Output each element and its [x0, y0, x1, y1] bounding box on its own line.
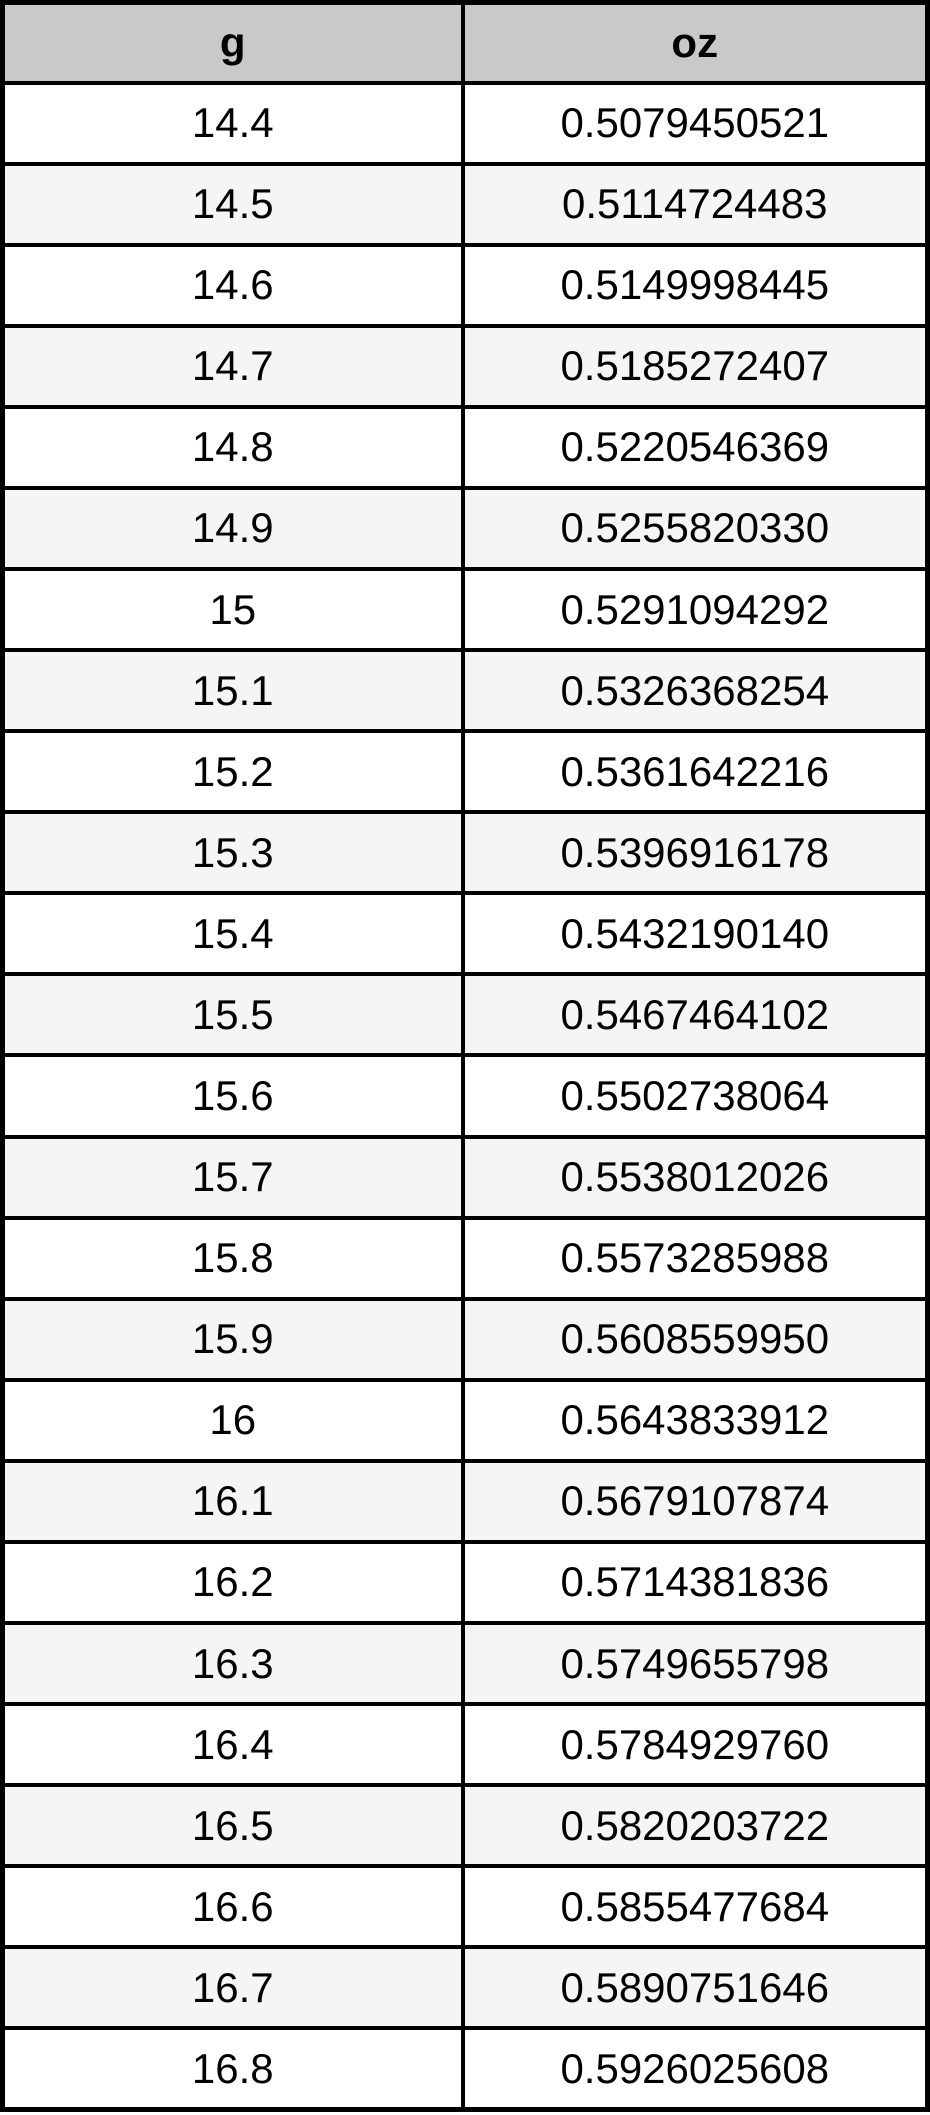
g-value-cell: 15.7: [0, 1134, 465, 1220]
column-header-g: g: [0, 0, 465, 85]
table-row: 14.7 0.5185272407: [0, 323, 930, 409]
g-value-cell: 14.4: [0, 80, 465, 166]
table-row: 15.9 0.5608559950: [0, 1296, 930, 1382]
table-row: 16.1 0.5679107874: [0, 1458, 930, 1544]
table-row: 16.5 0.5820203722: [0, 1783, 930, 1869]
oz-value-cell: 0.5396916178: [460, 810, 930, 896]
table-row: 16.6 0.5855477684: [0, 1864, 930, 1950]
g-value-cell: 16.3: [0, 1620, 465, 1707]
g-value-cell: 16.7: [0, 1945, 465, 2031]
oz-value-cell: 0.5820203722: [460, 1783, 930, 1869]
oz-value-cell: 0.5538012026: [460, 1134, 930, 1220]
g-value-cell: 15: [0, 566, 465, 653]
oz-value-cell: 0.5361642216: [460, 729, 930, 815]
table-row: 15.7 0.5538012026: [0, 1134, 930, 1220]
oz-value-cell: 0.5926025608: [460, 2026, 930, 2112]
oz-value-cell: 0.5502738064: [460, 1053, 930, 1139]
g-value-cell: 16.4: [0, 1702, 465, 1788]
oz-value-cell: 0.5608559950: [460, 1296, 930, 1382]
g-value-cell: 16.5: [0, 1783, 465, 1869]
oz-value-cell: 0.5255820330: [460, 485, 930, 571]
table-body: 14.4 0.5079450521 14.5 0.5114724483 14.6…: [0, 80, 930, 2112]
table-row: 15.4 0.5432190140: [0, 891, 930, 977]
oz-value-cell: 0.5079450521: [460, 80, 930, 166]
table-row: 16.7 0.5890751646: [0, 1945, 930, 2031]
g-value-cell: 16.8: [0, 2026, 465, 2112]
oz-value-cell: 0.5114724483: [460, 161, 930, 247]
g-value-cell: 15.1: [0, 648, 465, 734]
header-row: g oz: [0, 0, 930, 85]
oz-value-cell: 0.5573285988: [460, 1215, 930, 1301]
table-row: 14.8 0.5220546369: [0, 404, 930, 490]
table-row: 16.2 0.5714381836: [0, 1539, 930, 1625]
oz-value-cell: 0.5714381836: [460, 1539, 930, 1625]
g-value-cell: 16.1: [0, 1458, 465, 1544]
table-row: 14.4 0.5079450521: [0, 80, 930, 166]
oz-value-cell: 0.5185272407: [460, 323, 930, 409]
table-row: 15.3 0.5396916178: [0, 810, 930, 896]
oz-value-cell: 0.5149998445: [460, 242, 930, 328]
g-value-cell: 15.9: [0, 1296, 465, 1382]
oz-value-cell: 0.5220546369: [460, 404, 930, 490]
oz-value-cell: 0.5467464102: [460, 972, 930, 1058]
oz-value-cell: 0.5749655798: [460, 1620, 930, 1707]
table-row: 15.6 0.5502738064: [0, 1053, 930, 1139]
g-value-cell: 14.7: [0, 323, 465, 409]
table-row: 14.5 0.5114724483: [0, 161, 930, 247]
oz-value-cell: 0.5784929760: [460, 1702, 930, 1788]
g-value-cell: 14.6: [0, 242, 465, 328]
g-value-cell: 16: [0, 1377, 465, 1463]
table-row: 15.2 0.5361642216: [0, 729, 930, 815]
table-row: 16.4 0.5784929760: [0, 1702, 930, 1788]
g-value-cell: 15.5: [0, 972, 465, 1058]
oz-value-cell: 0.5291094292: [460, 566, 930, 653]
oz-value-cell: 0.5326368254: [460, 648, 930, 734]
table-row: 16.3 0.5749655798: [0, 1620, 930, 1707]
g-value-cell: 15.3: [0, 810, 465, 896]
g-value-cell: 16.6: [0, 1864, 465, 1950]
column-header-oz: oz: [460, 0, 930, 85]
oz-value-cell: 0.5855477684: [460, 1864, 930, 1950]
table-row: 15.1 0.5326368254: [0, 648, 930, 734]
g-value-cell: 14.9: [0, 485, 465, 571]
oz-value-cell: 0.5432190140: [460, 891, 930, 977]
table-row: 16 0.5643833912: [0, 1377, 930, 1463]
g-value-cell: 14.8: [0, 404, 465, 490]
g-value-cell: 15.4: [0, 891, 465, 977]
table-row: 14.9 0.5255820330: [0, 485, 930, 571]
table-row: 15 0.5291094292: [0, 566, 930, 653]
oz-value-cell: 0.5643833912: [460, 1377, 930, 1463]
table-row: 15.5 0.5467464102: [0, 972, 930, 1058]
oz-value-cell: 0.5890751646: [460, 1945, 930, 2031]
oz-value-cell: 0.5679107874: [460, 1458, 930, 1544]
g-value-cell: 16.2: [0, 1539, 465, 1625]
g-value-cell: 15.8: [0, 1215, 465, 1301]
g-value-cell: 14.5: [0, 161, 465, 247]
table-row: 16.8 0.5926025608: [0, 2026, 930, 2112]
g-value-cell: 15.2: [0, 729, 465, 815]
table-row: 14.6 0.5149998445: [0, 242, 930, 328]
g-value-cell: 15.6: [0, 1053, 465, 1139]
table-row: 15.8 0.5573285988: [0, 1215, 930, 1301]
